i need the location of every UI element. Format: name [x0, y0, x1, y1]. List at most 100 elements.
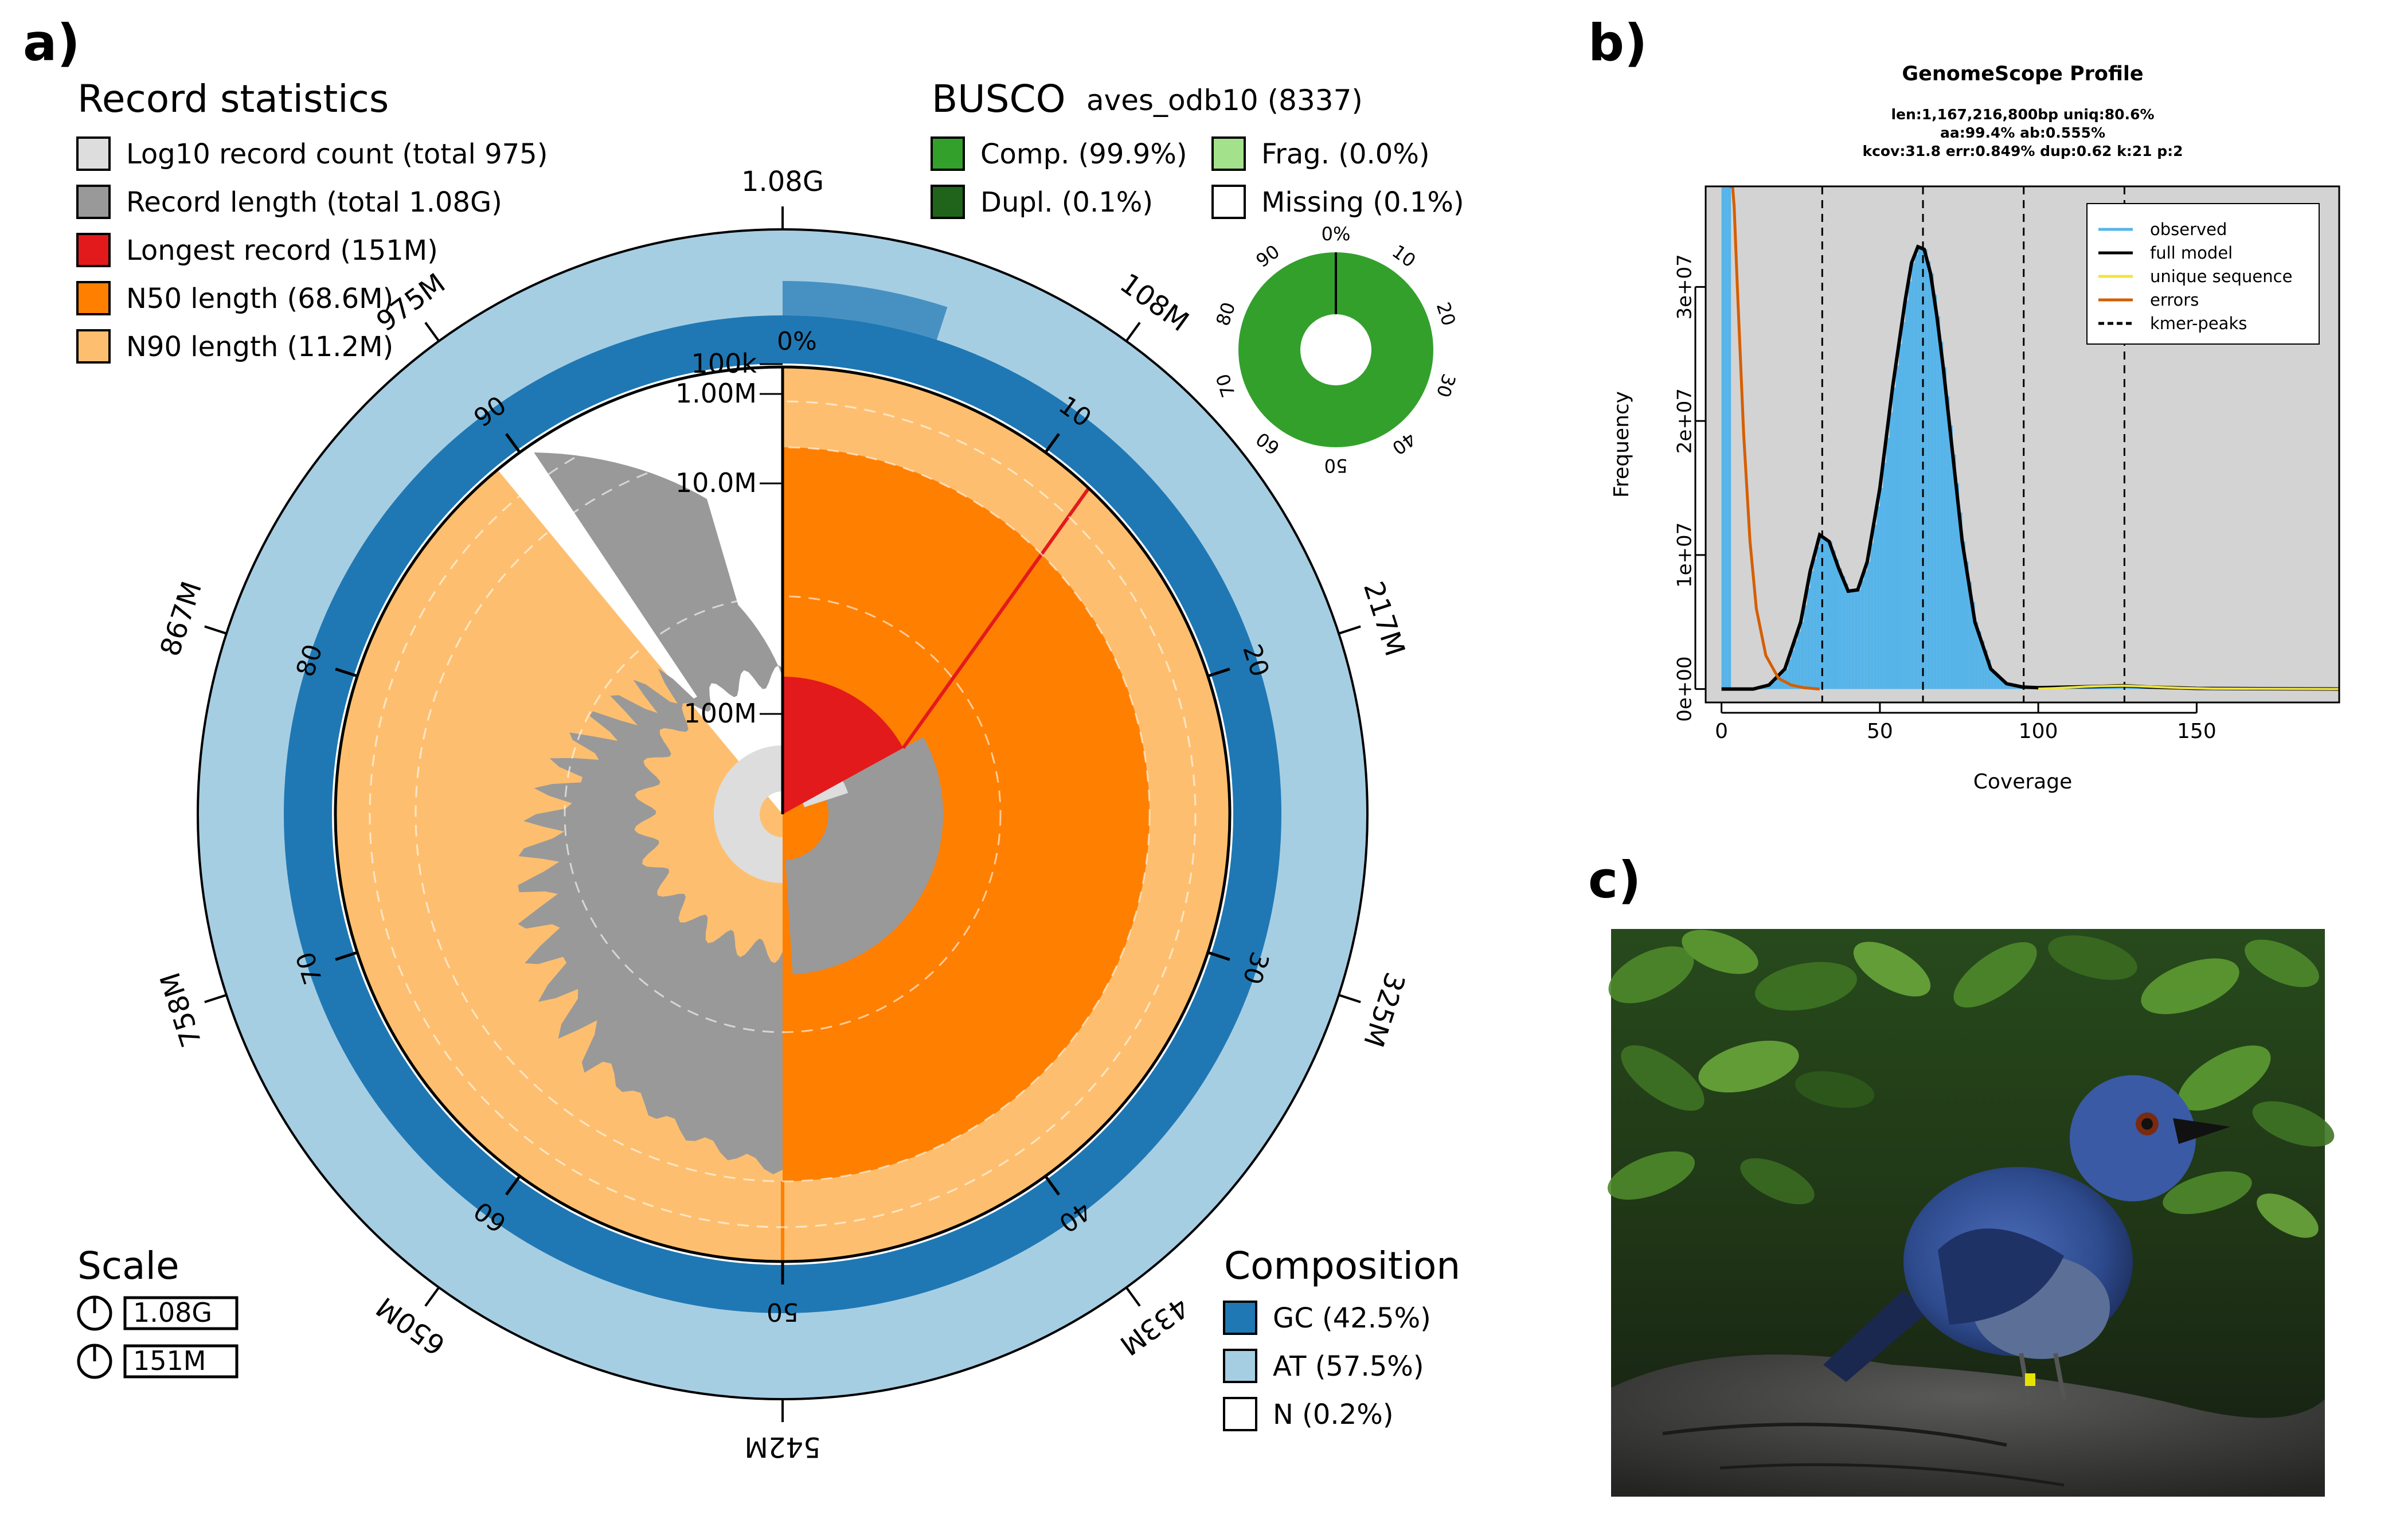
observed-bar	[1765, 686, 1769, 689]
observed-bar	[1946, 396, 1950, 689]
observed-bar	[1978, 631, 1981, 689]
busco-percent-label: 40	[1388, 428, 1420, 459]
snail-plot: 1.08G108M217M325M433M542M650M758M867M975…	[154, 166, 1411, 1463]
bird	[1823, 1075, 2230, 1405]
genomescope-chart: GenomeScope Profile len:1,167,216,800bp …	[1610, 63, 2340, 794]
log	[1611, 1354, 2325, 1497]
composition-title: Composition	[1224, 1244, 1460, 1288]
observed-bar	[1889, 412, 1893, 689]
legend-swatch	[931, 136, 965, 171]
observed-bar	[1858, 589, 1861, 689]
legend-label: observed	[2150, 220, 2227, 239]
outer-tick-label: 108M	[1114, 267, 1195, 338]
chart-legend: observed full model unique sequence errors k…	[2086, 203, 2320, 345]
observed-bar	[1769, 685, 1773, 689]
observed-bar	[2003, 681, 2007, 689]
outer-tick	[424, 1287, 440, 1307]
observed-bar	[1845, 583, 1848, 689]
n50-sector	[783, 447, 1150, 1181]
outer-tick-label: 217M	[1357, 577, 1411, 660]
observed-bar	[1879, 487, 1883, 689]
panel-label-b: b)	[1588, 13, 1647, 72]
outer-tick-label: 867M	[154, 577, 208, 660]
busco-percent-label: 10	[1388, 240, 1420, 272]
observed-bar	[1895, 365, 1899, 689]
composition-legend: Composition GC (42.5%) AT (57.5%) N (0.2%)	[1223, 1244, 1460, 1431]
inner-tick	[335, 667, 358, 678]
legend-label: full model	[2150, 243, 2233, 263]
observed-bar	[1952, 454, 1956, 689]
outer-tick	[1338, 625, 1361, 635]
observed-bar	[1918, 247, 1921, 689]
busco-percent-label: 0%	[1322, 223, 1351, 245]
observed-bar	[1987, 659, 1991, 689]
outer-tick-label: 542M	[744, 1431, 820, 1463]
observed-bar	[1959, 512, 1963, 689]
observed-bar	[1927, 261, 1931, 689]
busco-legend: BUSCO aves_odb10 (8337) Comp. (99.9%) Fra…	[931, 77, 1464, 477]
scale-title: Scale	[77, 1244, 179, 1288]
inner-tick	[335, 951, 358, 961]
scale-legend: Scale 1.08G 151M	[77, 1244, 239, 1379]
legend-swatch	[1223, 1349, 1257, 1383]
series-line-unique-sequence	[2038, 684, 2339, 690]
observed-bar	[1785, 669, 1788, 689]
y-tick-label: 0e+00	[1674, 656, 1696, 721]
observed-bar	[1804, 605, 1807, 689]
radial-scale-label: 100k	[691, 348, 757, 379]
busco-donut-hole	[1300, 314, 1371, 385]
chart-subtitle-2: aa:99.4% ab:0.555%	[1940, 124, 2105, 141]
outer-tick	[204, 994, 227, 1004]
observed-bar	[1914, 255, 1918, 689]
observed-bar	[1911, 263, 1915, 689]
busco-percent-label: 60	[1252, 428, 1284, 459]
observed-bar	[1725, 186, 1728, 689]
observed-bar	[1949, 425, 1953, 689]
observed-bar	[1943, 367, 1946, 689]
observed-bar	[1823, 537, 1826, 689]
inner-tick	[1044, 1175, 1061, 1196]
observed-bar	[1854, 590, 1858, 689]
observed-bar	[1965, 561, 1969, 689]
legend-box	[2086, 203, 2320, 345]
busco-donut: 0% 10 20 30 40 50 60 70 80 90	[1212, 223, 1460, 477]
panel-label-c: c)	[1588, 850, 1641, 909]
observed-bar	[1775, 678, 1779, 689]
chart-subtitle-3: kcov:31.8 err:0.849% dup:0.62 k:21 p:2	[1862, 143, 2183, 159]
inner-tick	[1044, 433, 1061, 454]
observed-bar	[1867, 561, 1871, 689]
observed-bar	[1797, 631, 1801, 689]
observed-bar	[1800, 622, 1804, 689]
observed-bar	[1924, 249, 1928, 689]
longest-sector	[783, 677, 904, 814]
legend-label: errors	[2150, 290, 2199, 310]
inner-tick	[505, 1175, 521, 1196]
outer-tick	[424, 322, 440, 342]
x-tick-label: 0	[1715, 720, 1728, 743]
outer-tick-label: 433M	[1114, 1291, 1195, 1361]
scale-box	[123, 1344, 239, 1379]
observed-bar	[1968, 581, 1972, 689]
observed-bar	[1825, 539, 1830, 689]
observed-bar	[1877, 506, 1880, 689]
legend-label: Record length (total 1.08G)	[126, 186, 502, 218]
busco-lineage: aves_odb10 (8337)	[1086, 84, 1363, 117]
observed-bar	[1842, 576, 1846, 689]
observed-bar	[1940, 342, 1944, 689]
y-tick-label: 2e+07	[1674, 388, 1696, 454]
legend-label: Comp. (99.9%)	[980, 138, 1187, 170]
observed-bar	[1813, 559, 1817, 689]
legend-swatch	[1223, 1397, 1257, 1431]
observed-bar	[1997, 674, 2000, 689]
observed-bar	[1788, 659, 1792, 689]
observed-bar	[1972, 602, 1975, 689]
chart-title: GenomeScope Profile	[1902, 63, 2143, 85]
observed-bar	[1883, 463, 1886, 689]
observed-bar	[1981, 641, 1985, 689]
legend-swatch	[76, 233, 111, 267]
observed-bar	[1860, 580, 1864, 689]
observed-bar	[1829, 541, 1832, 689]
radial-scale-label: 1.00M	[675, 378, 757, 409]
busco-percent-label: 80	[1212, 299, 1240, 328]
plot-area-border	[1705, 185, 2340, 704]
